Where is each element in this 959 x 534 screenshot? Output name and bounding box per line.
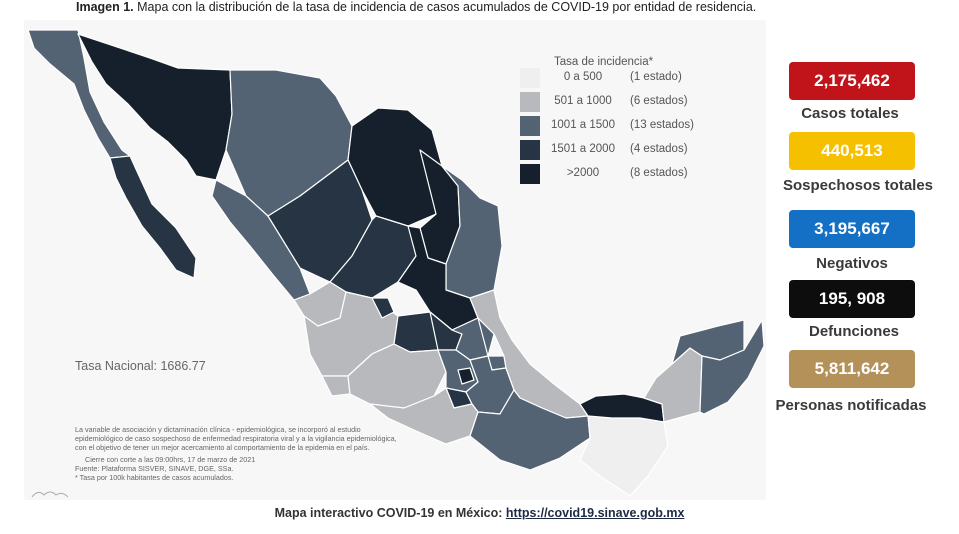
methodology-notes: La variable de asociación y dictaminació… [75, 425, 465, 482]
logo-icon [31, 491, 69, 498]
note-line: La variable de asociación y dictaminació… [75, 425, 361, 434]
legend-title: Tasa de incidencia* [554, 56, 654, 68]
stat-box-sospechosos: 440,513 [789, 132, 915, 170]
state-cdmx[interactable] [457, 367, 475, 385]
legend-range: 0 a 500 [563, 71, 603, 83]
stat-box-casos: 2,175,462 [789, 62, 915, 100]
legend-count: (1 estado) [630, 71, 682, 83]
legend-count: (8 estados) [630, 167, 688, 179]
legend-swatch [520, 164, 540, 184]
stat-label-notificadas: Personas notificadas [775, 397, 927, 414]
legend-row: >2000 (8 estados) [518, 164, 718, 184]
mexico-map [27, 29, 765, 497]
map-link[interactable]: https://covid19.sinave.gob.mx [505, 506, 685, 520]
stat-label-sospechosos: Sospechosos totales [782, 177, 934, 194]
stat-box-notificadas: 5,811,642 [789, 350, 915, 388]
state-baja-california-sur[interactable] [109, 155, 197, 279]
national-rate: Tasa Nacional: 1686.77 [75, 359, 206, 373]
legend-range: 501 a 1000 [554, 95, 612, 107]
caption-text: Mapa con la distribución de la tasa de i… [133, 0, 757, 14]
stat-label-defunciones: Defunciones [808, 323, 899, 340]
legend-count: (4 estados) [630, 143, 688, 155]
note-line: epidemiológico de caso sospechoso de enf… [75, 434, 397, 443]
image-caption: Imagen 1. Mapa con la distribución de la… [76, 0, 756, 14]
caption-label: Imagen 1. [76, 0, 134, 14]
legend-row: 0 a 500 (1 estado) [518, 68, 718, 88]
stat-label-negativos: Negativos [816, 255, 888, 272]
legend-count: (6 estados) [630, 95, 688, 107]
legend-swatch [520, 116, 540, 136]
footer-text: Mapa interactivo COVID-19 en México: [274, 506, 506, 520]
state-quintana-roo[interactable] [699, 319, 765, 415]
legend-row: 1001 a 1500 (13 estados) [518, 116, 718, 136]
note-line: * Tasa por 100k habitantes de casos acum… [75, 473, 234, 482]
footer: Mapa interactivo COVID-19 en México: htt… [0, 506, 959, 520]
legend-swatch [520, 92, 540, 112]
note-line: con el objetivo de tener un mejor acerca… [75, 443, 370, 452]
stat-box-negativos: 3,195,667 [789, 210, 915, 248]
state-aguascalientes[interactable] [371, 297, 395, 319]
note-line: Fuente: Plataforma SISVER, SINAVE, DGE, … [75, 464, 234, 473]
stat-box-defunciones: 195, 908 [789, 280, 915, 318]
legend-count: (13 estados) [630, 119, 694, 131]
legend-range: 1501 a 2000 [551, 143, 615, 155]
state-chiapas[interactable] [579, 415, 669, 497]
legend-swatch [520, 68, 540, 88]
legend-range: >2000 [566, 167, 600, 179]
state-sonora[interactable] [77, 33, 233, 181]
stat-label-casos: Casos totales [801, 105, 899, 122]
state-guerrero[interactable] [369, 387, 479, 445]
legend-swatch [520, 140, 540, 160]
legend-row: 501 a 1000 (6 estados) [518, 92, 718, 112]
note-line: Cierre con corte a las 09:00hrs, 17 de m… [85, 455, 256, 464]
state-colima[interactable] [321, 375, 351, 397]
legend-row: 1501 a 2000 (4 estados) [518, 140, 718, 160]
legend-range: 1001 a 1500 [551, 119, 615, 131]
